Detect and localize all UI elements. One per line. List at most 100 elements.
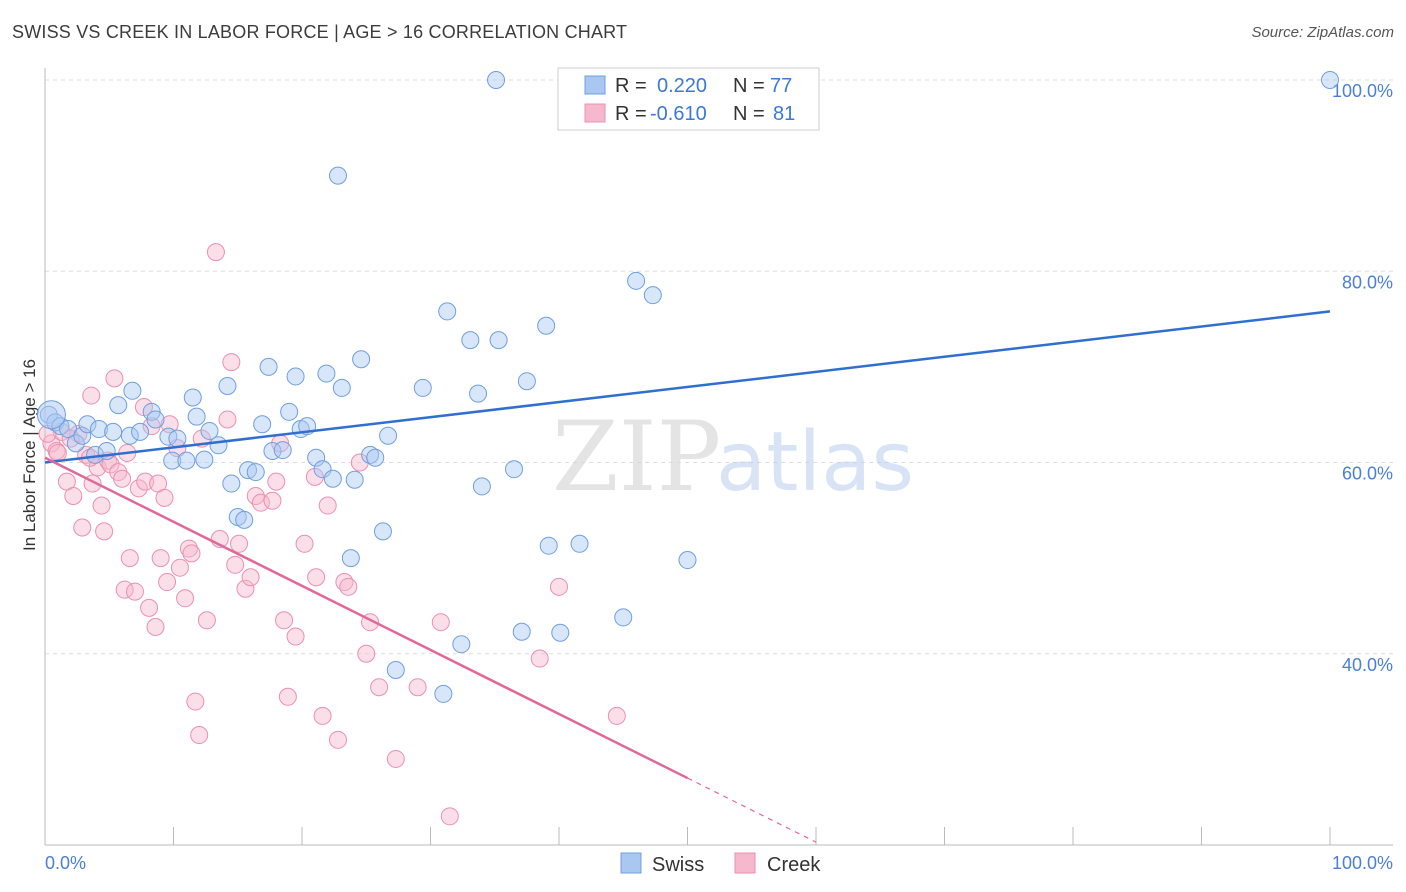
creek-point (113, 469, 132, 488)
legend-creek-n-value: 81 (773, 103, 795, 125)
creek-point (226, 555, 245, 574)
swiss-point (379, 426, 398, 445)
swiss-point (551, 623, 570, 642)
creek-point (386, 749, 405, 768)
swiss-point (168, 429, 187, 448)
swiss-point (570, 534, 589, 553)
y-tick-label: 60.0% (1342, 464, 1393, 484)
swiss-point (280, 402, 299, 421)
swiss-point (36, 400, 66, 430)
legend-swiss-n-label: N = (733, 75, 765, 97)
swiss-point (614, 608, 633, 627)
chart-title: SWISS VS CREEK IN LABOR FORCE | AGE > 16… (12, 22, 628, 42)
y-axis-label: In Labor Force | Age > 16 (20, 359, 39, 551)
swiss-point (434, 684, 453, 703)
creek-point (176, 589, 195, 608)
swiss-point (345, 470, 364, 489)
swiss-point (104, 422, 123, 441)
creek-point (120, 549, 139, 568)
creek-point (182, 544, 201, 563)
swiss-point (469, 384, 488, 403)
creek-point (313, 706, 332, 725)
swiss-point (159, 427, 178, 446)
swiss-point (352, 350, 371, 369)
creek-point (82, 386, 101, 405)
creek-point (206, 243, 225, 262)
swiss-point (120, 426, 139, 445)
gridlines (45, 79, 1393, 655)
legend-creek-r-value: -0.610 (650, 103, 707, 125)
swiss-point (643, 286, 662, 305)
y-tick-label: 100.0% (1332, 81, 1393, 101)
swiss-point (163, 451, 182, 470)
creek-point (218, 410, 237, 429)
swiss-trendline (44, 310, 1331, 464)
legend-creek-r-label: R = (615, 103, 647, 125)
creek-point (550, 577, 568, 596)
creek-point (158, 573, 177, 592)
swiss-point (222, 474, 241, 493)
bottom-legend-swatch-creek (734, 852, 756, 874)
swiss-point (317, 364, 336, 383)
creek-trendline-extension (687, 777, 817, 843)
creek-point (170, 558, 189, 577)
swiss-point (109, 396, 128, 415)
y-tick-label: 80.0% (1342, 272, 1393, 292)
creek-point (105, 369, 124, 388)
creek-points (38, 243, 626, 826)
bottom-legend-swiss: Swiss (652, 854, 704, 876)
creek-point (197, 611, 216, 630)
creek-point (190, 726, 209, 745)
swiss-point (259, 357, 278, 376)
creek-point (125, 582, 144, 601)
creek-point (129, 479, 148, 498)
legend-swatch-creek (584, 103, 606, 123)
legend-creek-n-label: N = (733, 103, 765, 125)
creek-point (151, 549, 170, 568)
swiss-point (328, 166, 347, 185)
swiss-point (537, 316, 556, 335)
swiss-point (195, 450, 214, 469)
swiss-point (413, 378, 432, 397)
swiss-point (386, 661, 405, 680)
swiss-point (452, 635, 471, 654)
creek-point (263, 491, 282, 510)
swiss-point (517, 372, 536, 391)
swiss-point (373, 522, 392, 541)
swiss-point (218, 377, 237, 395)
swiss-point (187, 407, 206, 426)
creek-point (155, 488, 174, 507)
creek-point (179, 539, 198, 558)
creek-point (251, 493, 270, 512)
creek-point (307, 568, 326, 587)
creek-point (370, 678, 389, 697)
creek-point (607, 706, 626, 725)
swiss-point (539, 536, 558, 555)
creek-point (318, 496, 337, 515)
legend-swiss-r-value: 0.220 (657, 75, 707, 97)
legend: R = 0.220 N = 77 R = -0.610 N = 81 (557, 67, 820, 131)
x-tick-label: 100.0% (1332, 853, 1393, 873)
legend-swatch-swiss (584, 75, 606, 95)
creek-point (408, 678, 427, 697)
creek-point (275, 611, 294, 630)
swiss-point (438, 302, 457, 321)
swiss-point (200, 421, 219, 440)
bottom-legend-creek: Creek (767, 854, 821, 876)
swiss-point (487, 71, 506, 89)
swiss-point (146, 410, 165, 429)
swiss-point (177, 451, 196, 470)
swiss-point (678, 551, 697, 570)
swiss-points (36, 71, 1339, 703)
creek-point (146, 617, 165, 636)
swiss-point (627, 271, 646, 290)
creek-point (186, 692, 205, 711)
creek-trendline (44, 456, 689, 780)
creek-point (92, 496, 111, 515)
swiss-point (332, 378, 351, 397)
swiss-point (235, 510, 254, 529)
creek-point (278, 687, 297, 706)
trendlines (44, 310, 1331, 843)
y-tick-labels: 40.0% 60.0% 80.0% 100.0% (1332, 81, 1393, 675)
